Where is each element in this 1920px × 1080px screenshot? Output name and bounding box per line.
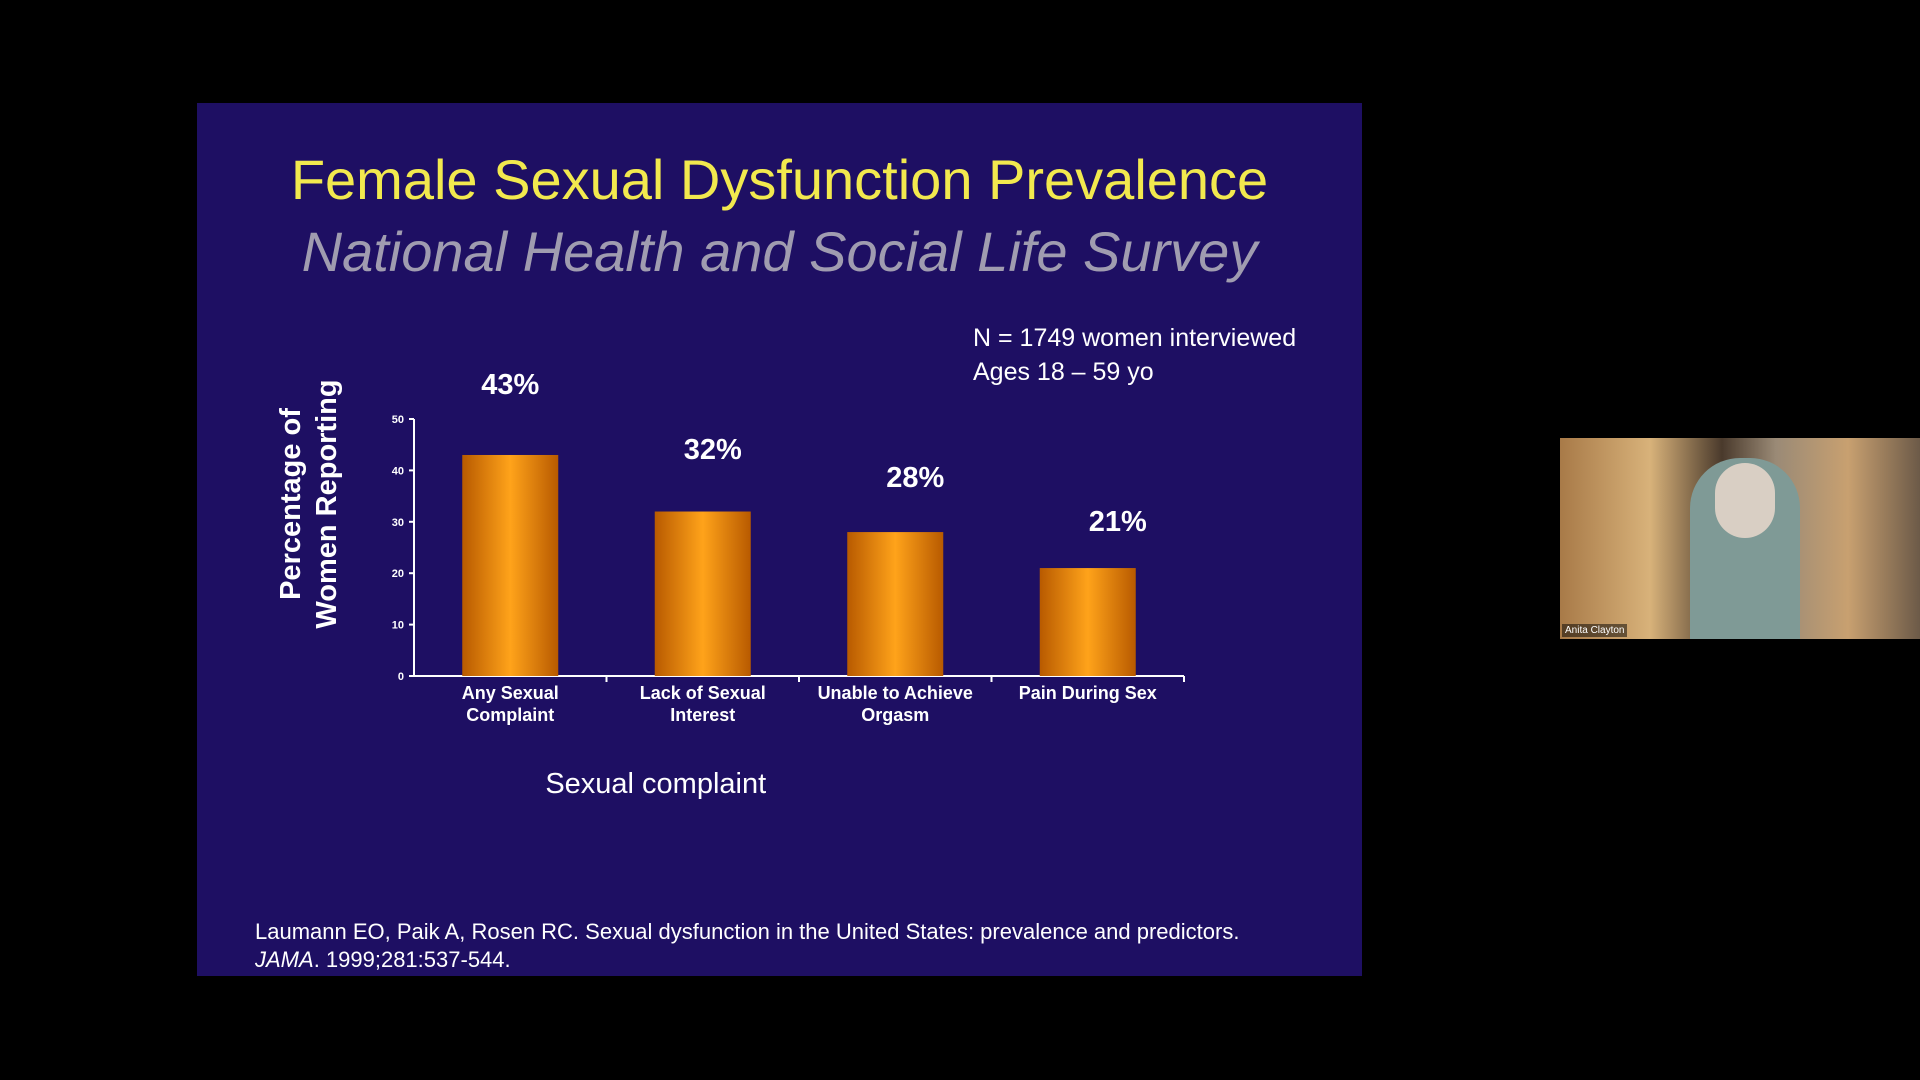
x-tick-label: Pain During Sex: [1018, 683, 1157, 703]
citation-journal: JAMA: [255, 947, 314, 972]
y-tick-label: 30: [392, 517, 404, 529]
y-axis-label: Percentage of Women Reporting: [275, 378, 343, 629]
citation-text: Laumann EO, Paik A, Rosen RC. Sexual dys…: [255, 919, 1240, 944]
slide-title: Female Sexual Dysfunction Prevalence: [290, 148, 1269, 211]
annotation: N = 1749 women interviewed Ages 18 – 59 …: [973, 324, 1297, 386]
value-label: 43%: [481, 368, 540, 401]
x-tick-label: Any Sexual Complaint: [461, 683, 559, 725]
participant-head: [1715, 463, 1775, 538]
citation: Laumann EO, Paik A, Rosen RC. Sexual dys…: [255, 890, 1239, 974]
y-tick-label: 10: [392, 620, 404, 632]
x-tick-label: Unable to Achieve Orgasm: [817, 683, 973, 725]
slide-subtitle: National Health and Social Life Survey: [301, 220, 1258, 283]
participant-name: Anita Clayton: [1562, 624, 1628, 637]
x-axis-label: Sexual complaint: [545, 768, 767, 800]
y-tick-label: 50: [392, 414, 404, 426]
chart: 0 10 20 30 40 50: [392, 414, 1185, 683]
bar: [462, 454, 559, 676]
bar: [847, 532, 944, 676]
value-label: 28%: [886, 462, 945, 495]
bar: [654, 511, 751, 676]
value-label: 21%: [1088, 506, 1147, 539]
y-tick-label: 40: [392, 465, 404, 477]
video-tile: Anita Clayton: [1560, 438, 1920, 639]
y-tick-label: 20: [392, 568, 404, 580]
y-tick-label: 0: [398, 671, 404, 683]
value-label: 32%: [683, 433, 742, 466]
bar: [1039, 568, 1136, 676]
citation-details: . 1999;281:537-544.: [313, 947, 511, 972]
slide: Female Sexual Dysfunction Prevalence Nat…: [197, 103, 1362, 976]
x-tick-label: Lack of Sexual Interest: [639, 683, 766, 725]
